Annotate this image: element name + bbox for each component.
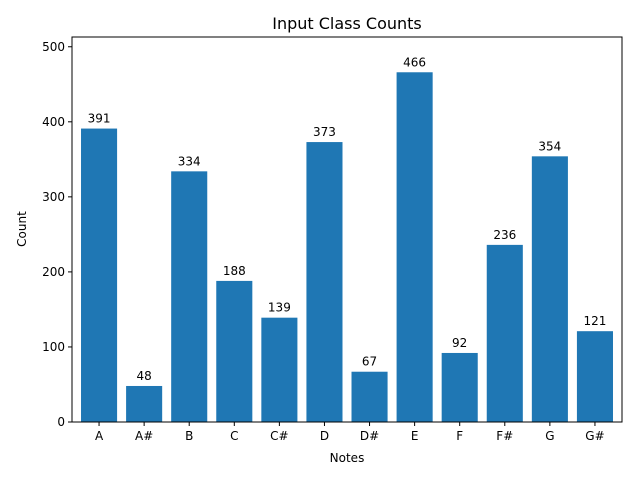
- x-tick-label: E: [411, 429, 419, 443]
- y-axis-ticks: 0 100 200 300 400 500: [42, 40, 72, 429]
- data-label: 354: [538, 139, 561, 153]
- plot-frame: [71, 36, 623, 423]
- x-tick-label: A#: [135, 429, 153, 443]
- y-tick-label: 200: [42, 265, 65, 279]
- x-tick-label: C#: [270, 429, 288, 443]
- data-label: 391: [88, 112, 111, 126]
- bar-c: [216, 280, 253, 422]
- y-axis-label: Count: [15, 211, 29, 247]
- data-label: 466: [403, 55, 426, 69]
- bar-f: [441, 352, 478, 422]
- data-label: 92: [452, 336, 467, 350]
- y-tick-label: 300: [42, 190, 65, 204]
- data-label: 334: [178, 154, 201, 168]
- data-label: 67: [362, 355, 377, 369]
- x-tick-label: A: [95, 429, 104, 443]
- x-tick-label: F#: [496, 429, 513, 443]
- y-tick-label: 100: [42, 340, 65, 354]
- data-label: 236: [493, 228, 516, 242]
- data-label: 139: [268, 301, 291, 315]
- x-tick-label: G#: [585, 429, 604, 443]
- data-labels-layer: 391 48 334 188 139 373 67 466 92 236 354 121: [88, 55, 607, 383]
- bar-b: [171, 171, 208, 422]
- x-axis-ticks: A A# B C C# D D# E F F# G G#: [95, 422, 605, 443]
- data-label: 121: [583, 314, 606, 328]
- bar-d: [306, 142, 343, 422]
- bar-a: [81, 128, 118, 422]
- data-label: 373: [313, 125, 336, 139]
- bar-g-sharp: [576, 331, 613, 422]
- x-tick-label: F: [456, 429, 463, 443]
- data-label: 48: [136, 369, 151, 383]
- x-tick-label: D#: [360, 429, 379, 443]
- x-tick-label: D: [320, 429, 329, 443]
- x-tick-label: B: [185, 429, 193, 443]
- x-tick-label: C: [230, 429, 238, 443]
- bar-e: [396, 72, 433, 423]
- y-tick-label: 500: [42, 40, 65, 54]
- bar-c-sharp: [261, 317, 298, 422]
- y-tick-label: 0: [57, 415, 65, 429]
- bar-f-sharp: [486, 244, 523, 422]
- bar-d-sharp: [351, 371, 388, 422]
- chart-title: Input Class Counts: [272, 14, 422, 33]
- bar-g: [531, 156, 568, 422]
- x-axis-label: Notes: [330, 451, 365, 465]
- data-label: 188: [223, 264, 246, 278]
- bar-a-sharp: [126, 385, 163, 422]
- x-tick-label: G: [545, 429, 554, 443]
- y-tick-label: 400: [42, 115, 65, 129]
- bars-layer: [81, 72, 613, 423]
